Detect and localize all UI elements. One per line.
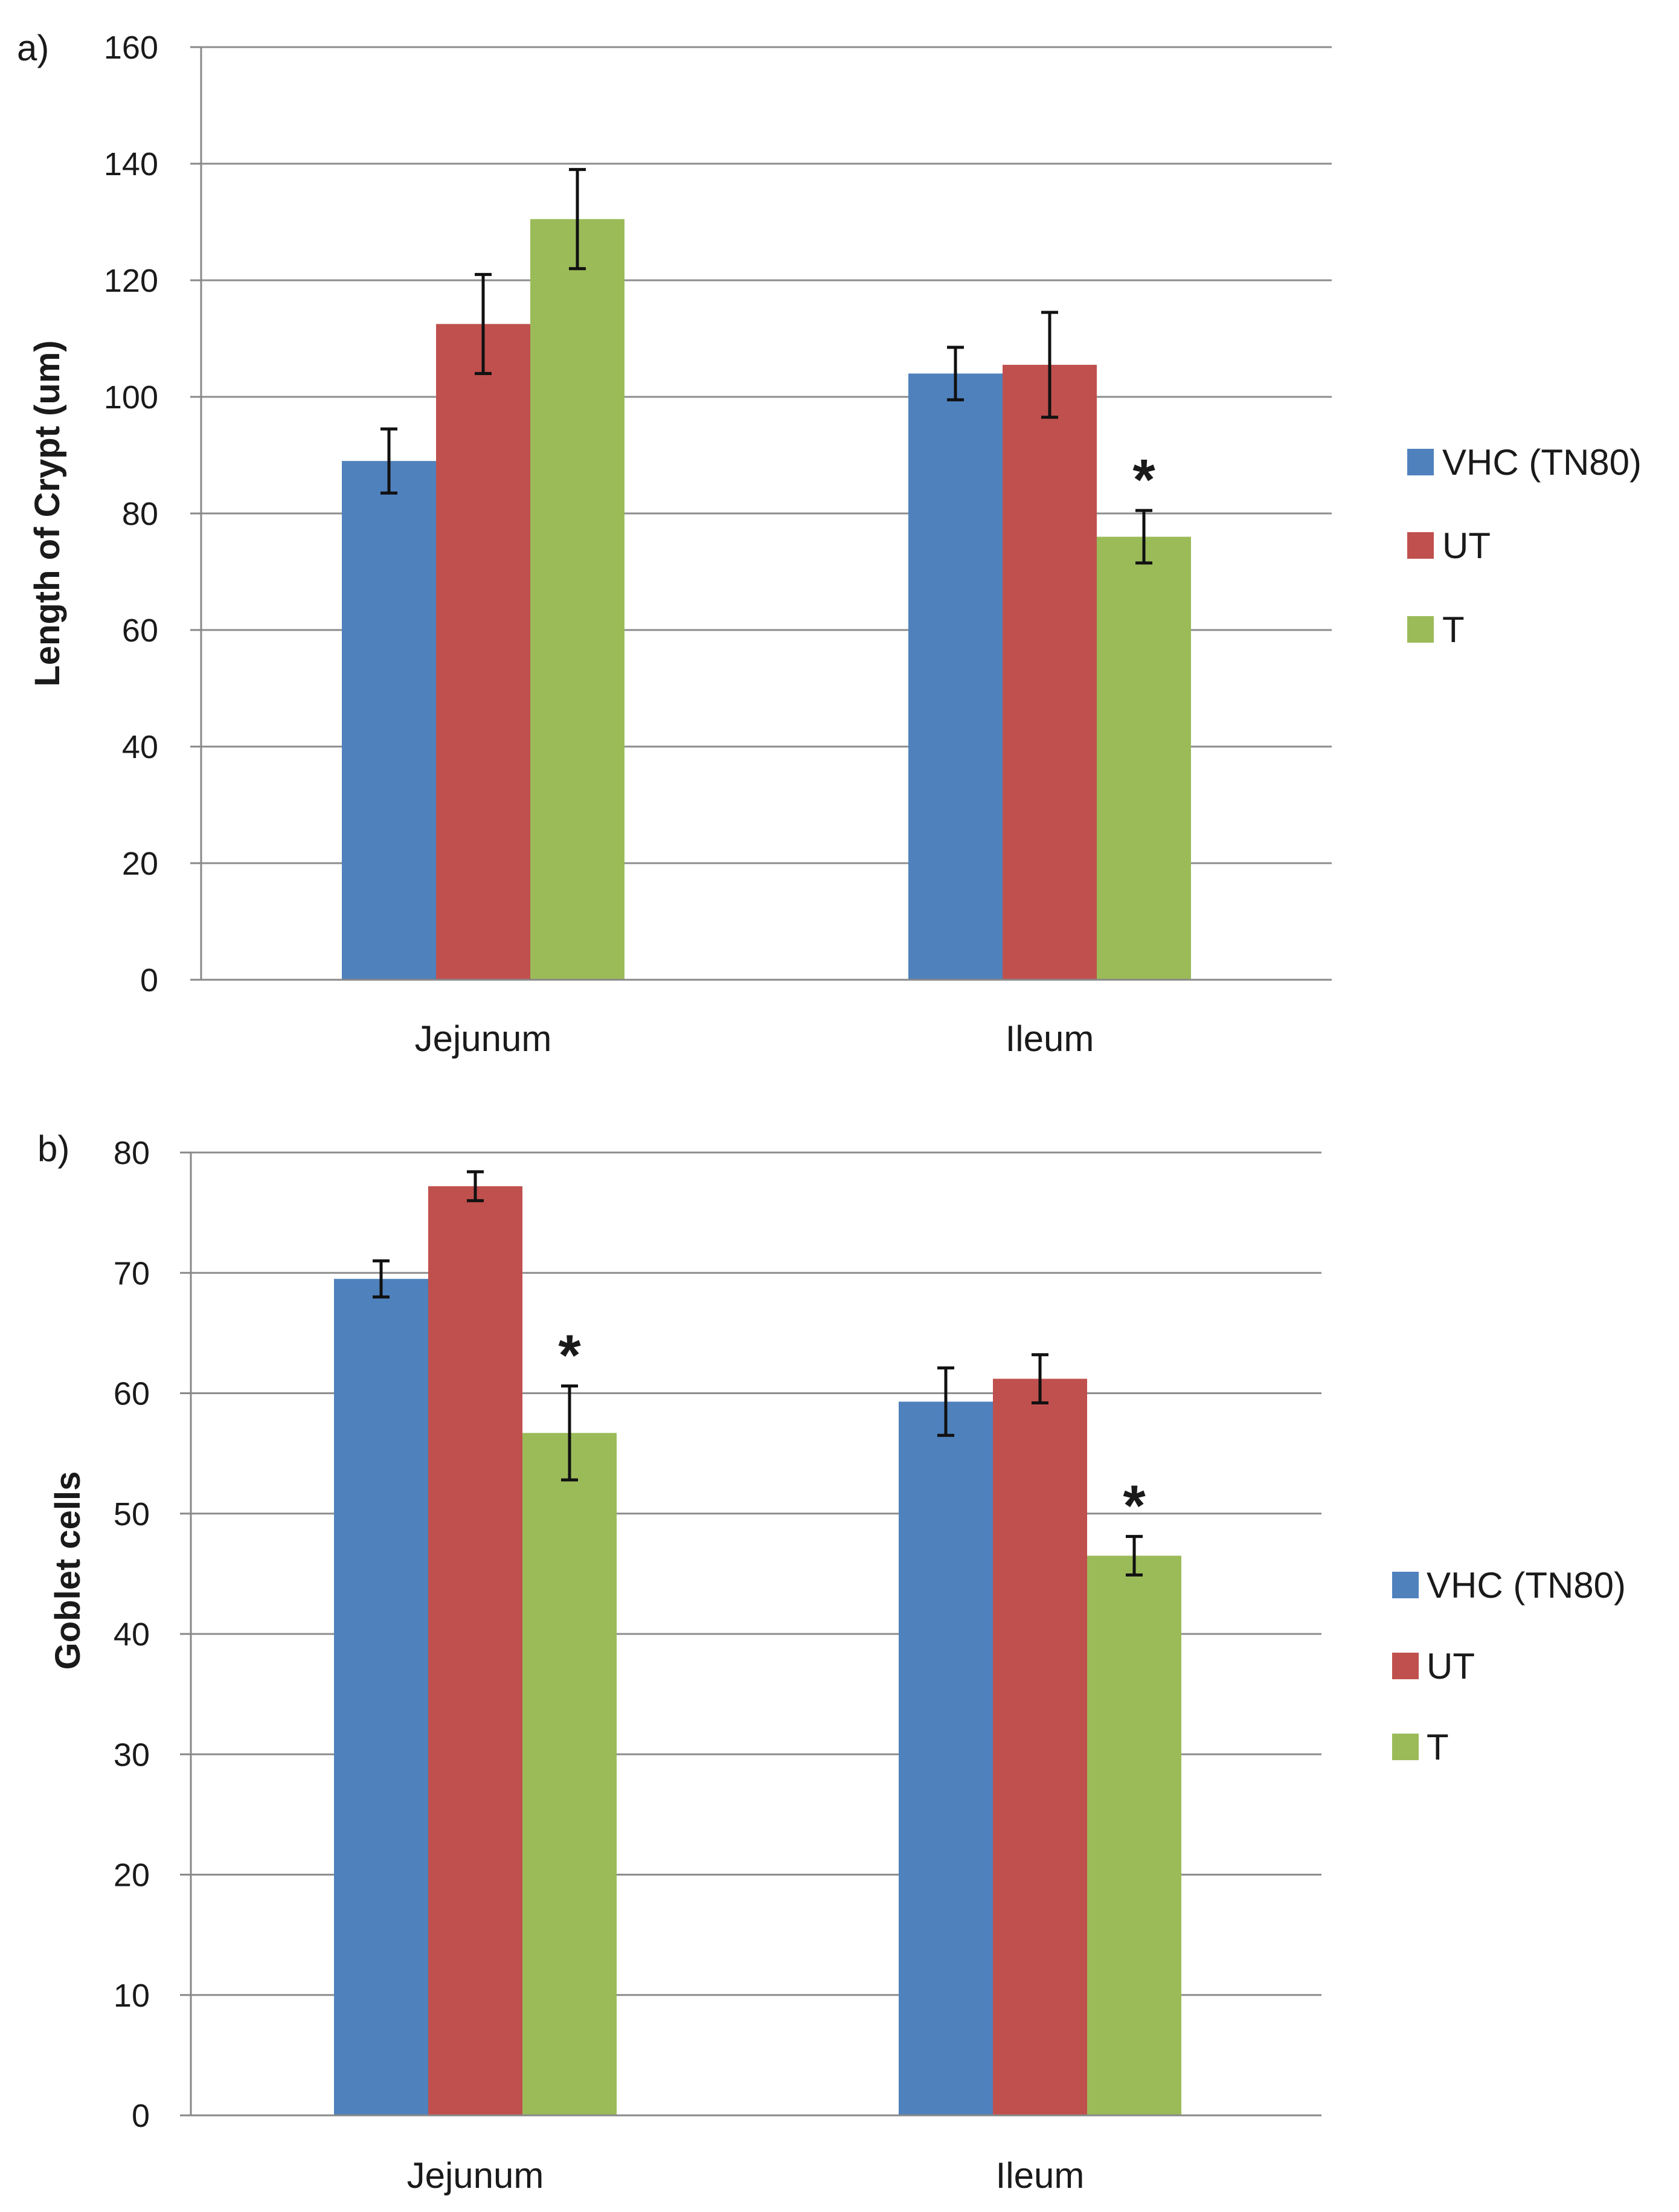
- legend-label: VHC (TN80): [1442, 442, 1642, 483]
- legend-b: VHC (TN80) UT T: [1392, 1565, 1626, 1767]
- error-bar: [561, 1384, 578, 1482]
- error-bar: [475, 272, 492, 375]
- panel-label-b: b): [37, 1128, 69, 1169]
- error-bar: [1041, 310, 1058, 419]
- y-tick-label: 10: [114, 1978, 150, 2014]
- bar-ileum-t: [1087, 1555, 1181, 2115]
- y-tick-label: 20: [122, 846, 158, 882]
- y-tick-label: 0: [132, 2098, 150, 2134]
- y-tick-label: 20: [114, 1857, 150, 1894]
- legend-item: UT: [1392, 1646, 1475, 1686]
- y-tick-labels-a: 0 20 40 60 80 100 120 140 160: [104, 30, 158, 998]
- bar-jejunum-ut: [428, 1186, 522, 2115]
- error-bars-a: [380, 168, 1152, 565]
- legend-item: UT: [1407, 526, 1491, 566]
- y-tick-label: 60: [114, 1376, 150, 1412]
- y-tick-label: 100: [104, 379, 158, 416]
- legend-item: VHC (TN80): [1407, 442, 1642, 483]
- x-category-label: Ileum: [996, 2155, 1085, 2196]
- legend-swatch: [1392, 1653, 1419, 1679]
- legend-label: T: [1442, 609, 1465, 650]
- significance-asterisk: *: [1132, 448, 1155, 512]
- error-bar: [947, 346, 964, 402]
- bar-jejunum-ut: [436, 324, 530, 980]
- legend-label: UT: [1427, 1646, 1475, 1686]
- y-tick-label: 120: [104, 263, 158, 299]
- y-tick-label: 80: [114, 1135, 150, 1171]
- legend-label: VHC (TN80): [1427, 1565, 1626, 1606]
- y-tick-label: 60: [122, 612, 158, 649]
- bars-b: [334, 1186, 1181, 2115]
- legend-swatch: [1392, 1572, 1419, 1598]
- y-tick-label: 30: [114, 1737, 150, 1773]
- error-bar: [1135, 509, 1152, 565]
- y-tick-label: 50: [114, 1496, 150, 1532]
- bar-ileum-ut: [1003, 364, 1097, 980]
- bar-jejunum-vhc-tn80: [334, 1279, 428, 2115]
- error-bar: [937, 1366, 954, 1437]
- error-bar: [569, 168, 586, 271]
- legend-swatch: [1407, 449, 1434, 475]
- y-tick-label: 40: [114, 1616, 150, 1653]
- x-category-label: Jejunum: [407, 2155, 544, 2196]
- significance-asterisk: *: [558, 1323, 581, 1388]
- x-category-label: Jejunum: [415, 1018, 552, 1059]
- error-bars-b: [373, 1170, 1143, 1577]
- error-bar: [1032, 1353, 1048, 1404]
- bar-ileum-vhc-tn80: [908, 373, 1003, 980]
- bar-ileum-vhc-tn80: [899, 1401, 993, 2115]
- y-tick-label: 40: [122, 729, 158, 765]
- error-bar: [373, 1259, 390, 1299]
- error-bar: [1126, 1535, 1143, 1577]
- legend-label: UT: [1442, 526, 1491, 566]
- bar-jejunum-t: [522, 1433, 617, 2115]
- panel-label-a: a): [17, 28, 49, 68]
- legend-swatch: [1392, 1734, 1419, 1760]
- bar-ileum-t: [1097, 536, 1191, 980]
- bar-jejunum-vhc-tn80: [342, 461, 436, 980]
- x-category-label: Ileum: [1006, 1018, 1094, 1059]
- significance-asterisk: *: [1123, 1474, 1146, 1538]
- x-category-labels-a: Jejunum Ileum: [415, 1018, 1094, 1059]
- x-category-labels-b: Jejunum Ileum: [407, 2155, 1085, 2196]
- error-bar: [380, 427, 397, 495]
- bar-ileum-ut: [993, 1378, 1087, 2115]
- legend-item: VHC (TN80): [1392, 1565, 1626, 1606]
- y-tick-label: 140: [104, 146, 158, 182]
- bar-jejunum-t: [530, 219, 624, 980]
- y-tick-label: 0: [140, 962, 158, 998]
- legend-label: T: [1427, 1727, 1449, 1767]
- legend-swatch: [1407, 616, 1434, 643]
- bars-a: [342, 219, 1191, 980]
- significance-marks-b: **: [558, 1323, 1146, 1538]
- legend-a: VHC (TN80) UT T: [1407, 442, 1642, 650]
- y-tick-label: 80: [122, 496, 158, 532]
- y-axis-title-a: Length of Crypt (um): [28, 340, 67, 686]
- legend-item: T: [1392, 1727, 1449, 1767]
- y-tick-label: 70: [114, 1255, 150, 1291]
- significance-marks-a: *: [1132, 448, 1155, 512]
- legend-swatch: [1407, 532, 1434, 559]
- y-tick-label: 160: [104, 30, 158, 66]
- y-tick-labels-b: 0 10 20 30 40 50 60 70 80: [114, 1135, 150, 2134]
- legend-item: T: [1407, 609, 1465, 650]
- y-axis-title-b: Goblet cells: [48, 1471, 88, 1670]
- error-bar: [467, 1170, 484, 1203]
